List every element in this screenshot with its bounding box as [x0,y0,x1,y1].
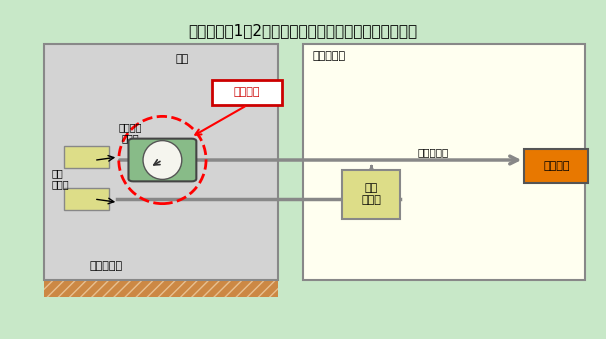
Text: 温度高信号: 温度高信号 [418,148,449,158]
Text: 予備変圧器: 予備変圧器 [90,261,122,271]
Bar [524,149,588,183]
Bar [303,44,585,280]
Text: 温度
検出器: 温度 検出器 [52,168,69,190]
Text: 屋外: 屋外 [175,54,188,64]
Text: 温度警報: 温度警報 [543,161,570,171]
Ellipse shape [143,141,182,179]
Bar [342,170,400,219]
FancyBboxPatch shape [128,139,196,181]
Bar [44,278,278,297]
Bar [212,80,282,105]
Bar [64,188,109,210]
Text: 中央制御室: 中央制御室 [312,51,345,61]
Text: 当該箇所: 当該箇所 [234,87,261,97]
Text: 伊方発電所1，2号機　予備変圧器温度警報回路概略図: 伊方発電所1，2号機 予備変圧器温度警報回路概略図 [188,23,418,38]
Text: ダイヤル
温度計: ダイヤル 温度計 [119,122,142,144]
Bar [44,278,278,297]
Bar [44,44,278,280]
Bar [64,146,109,168]
Text: 温度
記録計: 温度 記録計 [362,183,381,205]
